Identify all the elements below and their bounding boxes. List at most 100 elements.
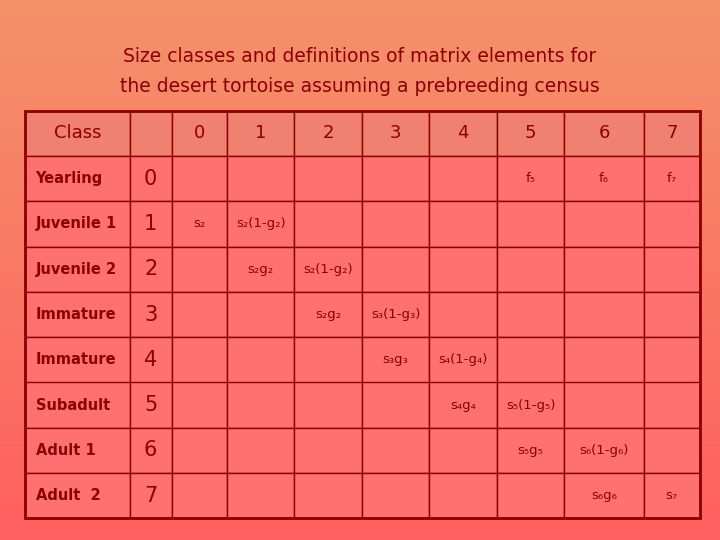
Text: s₂g₂: s₂g₂ <box>315 308 341 321</box>
Text: Subadult: Subadult <box>36 397 110 413</box>
Bar <box>130 473 171 518</box>
Bar <box>130 111 171 156</box>
Bar <box>227 337 294 382</box>
Bar <box>429 428 497 473</box>
Bar <box>227 473 294 518</box>
Bar <box>644 428 700 473</box>
Bar <box>227 111 294 156</box>
Bar <box>294 247 362 292</box>
Bar <box>564 473 644 518</box>
Text: s₄g₄: s₄g₄ <box>450 399 476 411</box>
Bar <box>171 382 227 428</box>
Bar <box>227 201 294 247</box>
Bar <box>644 156 700 201</box>
Bar <box>644 111 700 156</box>
Bar <box>25 382 130 428</box>
Bar <box>644 292 700 337</box>
Text: 7: 7 <box>666 124 678 143</box>
Text: s₆g₆: s₆g₆ <box>591 489 617 502</box>
Text: 1: 1 <box>255 124 266 143</box>
Text: s₅g₅: s₅g₅ <box>518 444 544 457</box>
Bar <box>294 473 362 518</box>
Bar <box>25 111 700 518</box>
Text: 0: 0 <box>194 124 205 143</box>
Text: Juvenile 2: Juvenile 2 <box>36 262 117 276</box>
Bar <box>171 473 227 518</box>
Text: Juvenile 1: Juvenile 1 <box>36 217 117 232</box>
Bar <box>644 382 700 428</box>
Bar <box>497 382 564 428</box>
Bar <box>497 428 564 473</box>
Bar <box>564 156 644 201</box>
Bar <box>227 247 294 292</box>
Text: Size classes and definitions of matrix elements for: Size classes and definitions of matrix e… <box>123 47 597 66</box>
Text: s₃(1-g₃): s₃(1-g₃) <box>371 308 420 321</box>
Bar <box>25 473 130 518</box>
Text: s₄(1-g₄): s₄(1-g₄) <box>438 353 487 366</box>
Bar <box>429 292 497 337</box>
Text: s₂: s₂ <box>193 218 205 231</box>
Bar <box>294 337 362 382</box>
Bar <box>362 473 429 518</box>
Text: f₇: f₇ <box>667 172 677 185</box>
Bar <box>130 382 171 428</box>
Bar <box>644 337 700 382</box>
Bar <box>362 156 429 201</box>
Bar <box>25 156 130 201</box>
Bar <box>171 111 227 156</box>
Bar <box>497 292 564 337</box>
Bar <box>429 337 497 382</box>
Text: f₅: f₅ <box>526 172 536 185</box>
Bar <box>25 292 130 337</box>
Bar <box>497 473 564 518</box>
Text: 5: 5 <box>525 124 536 143</box>
Text: Class: Class <box>54 124 102 143</box>
Text: 4: 4 <box>457 124 469 143</box>
Bar <box>294 156 362 201</box>
Bar <box>644 473 700 518</box>
Bar <box>564 111 644 156</box>
Bar <box>564 247 644 292</box>
Text: 3: 3 <box>144 305 157 325</box>
Text: 2: 2 <box>323 124 334 143</box>
Bar <box>644 247 700 292</box>
Bar <box>564 292 644 337</box>
Text: s₅(1-g₅): s₅(1-g₅) <box>506 399 555 411</box>
Bar <box>294 111 362 156</box>
Bar <box>294 201 362 247</box>
Bar <box>429 156 497 201</box>
Text: 2: 2 <box>144 259 157 279</box>
Bar <box>227 382 294 428</box>
Bar <box>429 111 497 156</box>
Text: s₃g₃: s₃g₃ <box>382 353 408 366</box>
Bar <box>429 201 497 247</box>
Bar <box>294 428 362 473</box>
Bar <box>130 337 171 382</box>
Text: 0: 0 <box>144 168 157 188</box>
Bar <box>564 201 644 247</box>
Bar <box>429 382 497 428</box>
Bar <box>130 247 171 292</box>
Bar <box>25 201 130 247</box>
Text: s₂(1-g₂): s₂(1-g₂) <box>303 263 353 276</box>
Text: Immature: Immature <box>36 352 117 367</box>
Bar <box>497 111 564 156</box>
Text: 6: 6 <box>144 441 158 461</box>
Text: s₇: s₇ <box>666 489 678 502</box>
Bar <box>564 337 644 382</box>
Bar <box>564 428 644 473</box>
Bar <box>294 382 362 428</box>
Bar <box>171 292 227 337</box>
Text: 7: 7 <box>144 486 157 506</box>
Bar <box>644 201 700 247</box>
Text: 1: 1 <box>144 214 157 234</box>
Bar <box>171 247 227 292</box>
Text: Adult 1: Adult 1 <box>36 443 96 458</box>
Text: Immature: Immature <box>36 307 117 322</box>
Bar <box>227 156 294 201</box>
Text: 4: 4 <box>144 350 157 370</box>
Bar <box>171 337 227 382</box>
Bar <box>130 156 171 201</box>
Text: Yearling: Yearling <box>36 171 103 186</box>
Bar <box>362 247 429 292</box>
